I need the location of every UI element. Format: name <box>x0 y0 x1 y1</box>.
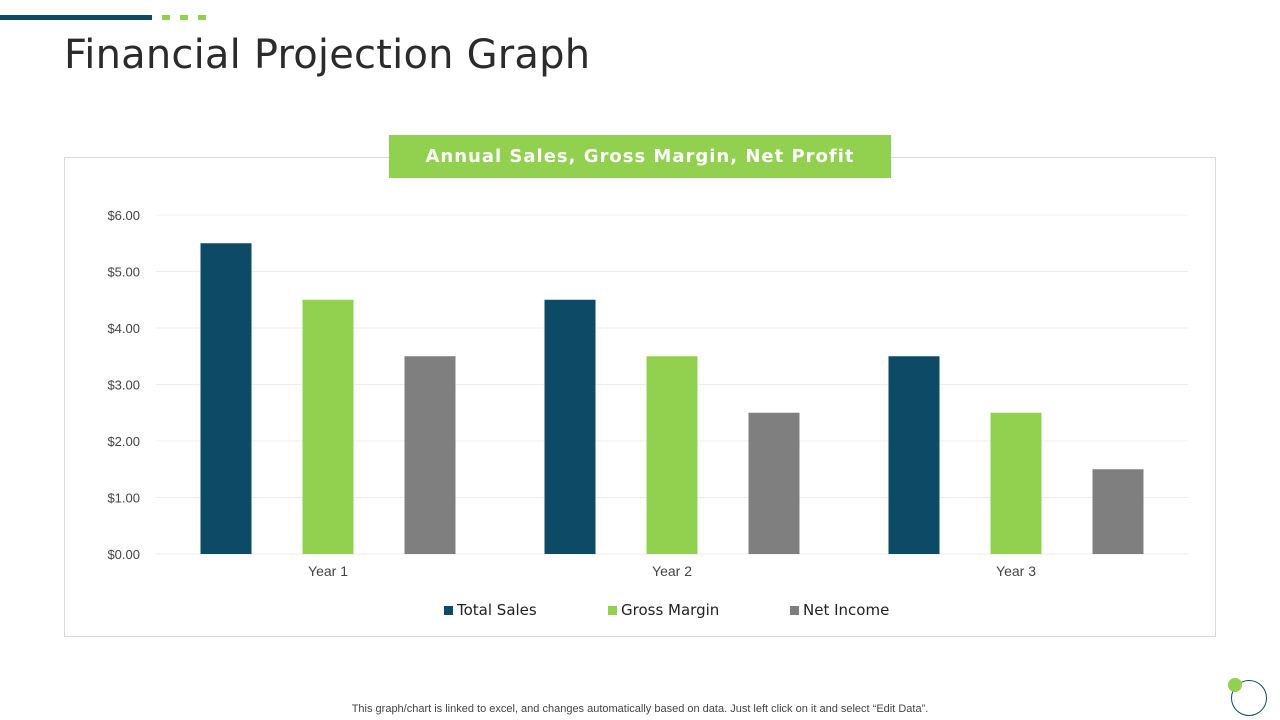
x-tick-label: Year 2 <box>652 563 692 579</box>
corner-dot-decoration <box>1228 678 1242 692</box>
x-tick-label: Year 1 <box>308 563 348 579</box>
corner-ring-decoration <box>1231 680 1267 716</box>
bar-net-income-year-3[interactable] <box>1092 469 1144 554</box>
header-accent-dash-2 <box>180 15 188 20</box>
header-accent-dash-3 <box>198 15 206 20</box>
legend-item-net-income: Net Income <box>790 601 889 619</box>
bar-gross-margin-year-1[interactable] <box>302 299 354 554</box>
bar-total-sales-year-1[interactable] <box>200 243 252 554</box>
bar-total-sales-year-2[interactable] <box>544 299 596 554</box>
bar-net-income-year-1[interactable] <box>404 356 456 554</box>
header-accent-dash-1 <box>162 15 170 20</box>
legend-label-gross-margin: Gross Margin <box>621 601 720 619</box>
y-tick-label: $1.00 <box>107 491 140 506</box>
y-tick-label: $4.00 <box>107 321 140 336</box>
y-tick-label: $6.00 <box>107 208 140 223</box>
chart-title-banner: Annual Sales, Gross Margin, Net Profit <box>389 135 891 178</box>
bar-gross-margin-year-3[interactable] <box>990 412 1042 554</box>
legend-item-gross-margin: Gross Margin <box>608 601 719 619</box>
legend-swatch-net-income <box>790 605 799 615</box>
legend-label-total-sales: Total Sales <box>457 601 537 619</box>
page-title: Financial Projection Graph <box>64 32 591 78</box>
bar-net-income-year-2[interactable] <box>748 412 800 554</box>
chart-title: Annual Sales, Gross Margin, Net Profit <box>425 146 855 167</box>
header-accent-line <box>0 15 152 20</box>
legend-label-net-income: Net Income <box>803 601 890 619</box>
legend-item-total-sales: Total Sales <box>444 601 537 619</box>
legend-swatch-gross-margin <box>608 605 617 615</box>
y-tick-label: $2.00 <box>107 434 140 449</box>
bar-gross-margin-year-2[interactable] <box>646 356 698 554</box>
x-tick-label: Year 3 <box>996 563 1036 579</box>
y-tick-label: $0.00 <box>107 547 140 562</box>
legend-swatch-total-sales <box>444 605 453 615</box>
footnote: This graph/chart is linked to excel, and… <box>351 703 929 715</box>
chart-legend: Total Sales Gross Margin Net Income <box>0 601 1280 623</box>
y-tick-label: $3.00 <box>107 378 140 393</box>
y-tick-label: $5.00 <box>107 265 140 280</box>
bar-total-sales-year-3[interactable] <box>888 356 940 554</box>
